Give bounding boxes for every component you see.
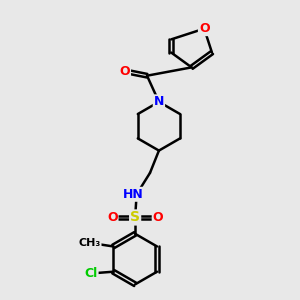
Text: O: O xyxy=(107,211,118,224)
Text: O: O xyxy=(199,22,209,35)
Text: HN: HN xyxy=(123,188,144,201)
Text: Cl: Cl xyxy=(84,267,98,280)
Text: CH₃: CH₃ xyxy=(78,238,100,248)
Text: S: S xyxy=(130,211,140,224)
Text: N: N xyxy=(154,95,164,108)
Text: O: O xyxy=(119,65,130,78)
Text: O: O xyxy=(153,211,163,224)
